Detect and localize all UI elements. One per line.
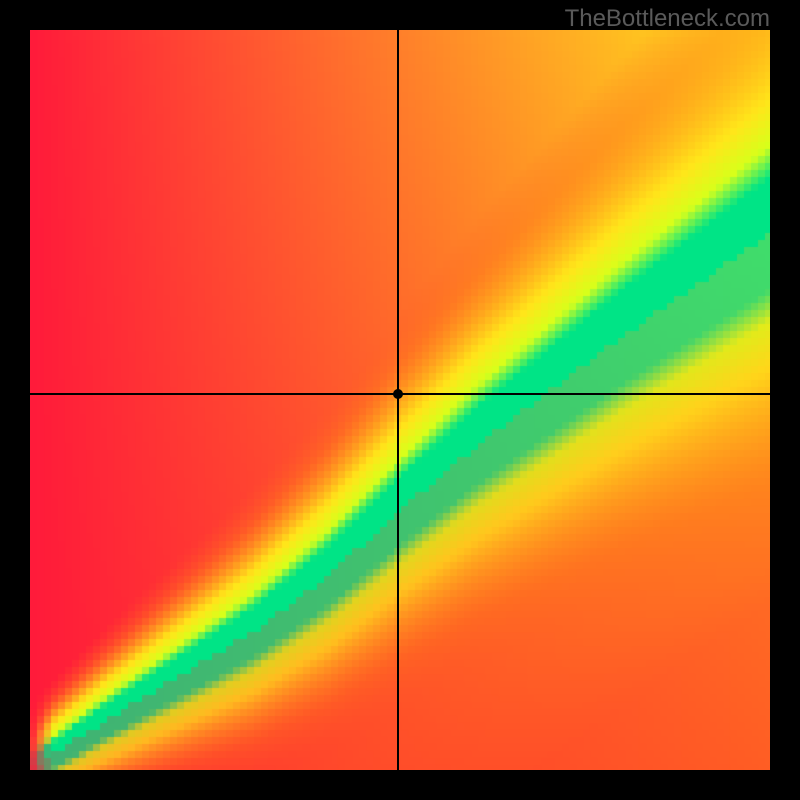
chart-container: TheBottleneck.com [0,0,800,800]
crosshair-marker [393,389,403,399]
heatmap-canvas [30,30,770,770]
watermark-text: TheBottleneck.com [565,5,770,33]
crosshair-vertical [397,30,399,770]
